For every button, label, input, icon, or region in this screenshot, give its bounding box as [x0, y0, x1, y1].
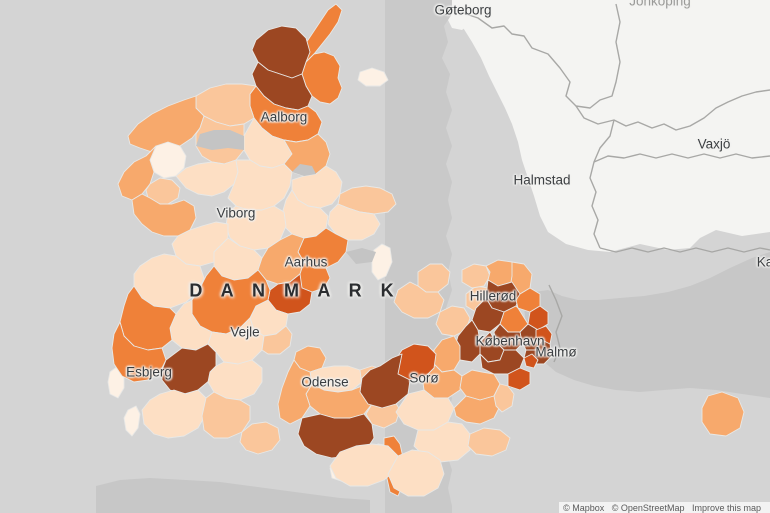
attribution-mapbox[interactable]: © Mapbox — [563, 503, 605, 513]
sweden-west-coast — [446, 0, 476, 30]
municipality-guldborgsund[interactable] — [387, 449, 445, 497]
border-sweden-4 — [593, 153, 770, 163]
municipality-laesoe[interactable] — [357, 67, 389, 87]
municipality-slagelse[interactable] — [359, 353, 411, 409]
municipality-syddjurs[interactable] — [327, 203, 381, 241]
municipality-holstebro[interactable] — [131, 193, 197, 237]
municipality-fredericia[interactable] — [261, 325, 293, 355]
municipality-toender[interactable] — [141, 389, 207, 439]
municipality-roskilde[interactable] — [453, 319, 481, 363]
border-sweden-6 — [548, 284, 563, 363]
border-sweden-1 — [459, 3, 621, 109]
municipality-lemvig[interactable] — [117, 145, 157, 201]
municipality-samsoe[interactable] — [371, 243, 393, 281]
municipality-haderslev[interactable] — [207, 359, 263, 401]
municipality-bornholm[interactable] — [701, 391, 745, 437]
municipality-faxe[interactable] — [453, 395, 501, 425]
municipality-moen[interactable] — [467, 427, 511, 457]
municipality-odense[interactable] — [305, 383, 373, 419]
border-sweden-3 — [589, 119, 615, 249]
municipality-hoeje-taastrup[interactable] — [479, 349, 525, 375]
choropleth-layer[interactable] — [107, 3, 745, 497]
municipality-aabenraa[interactable] — [201, 391, 251, 439]
attribution-osm[interactable]: © OpenStreetMap — [611, 503, 685, 513]
nodata-patch-layer — [196, 130, 376, 264]
map-attribution[interactable]: © Mapbox © OpenStreetMap Improve this ma… — [559, 502, 770, 513]
attribution-improve-map[interactable]: Improve this map — [691, 503, 761, 513]
mariager-fjord — [292, 164, 316, 176]
skane-landmass — [523, 252, 770, 398]
limfjord-water — [196, 130, 244, 150]
border-sweden-2 — [575, 89, 770, 131]
germany-landmass — [96, 478, 370, 513]
municipality-frederiksberg[interactable] — [523, 353, 539, 369]
municipality-viborg[interactable] — [227, 159, 293, 211]
municipality-romo[interactable] — [123, 405, 141, 437]
border-sweden-5 — [599, 247, 770, 253]
municipality-stevns[interactable] — [493, 383, 515, 413]
aarhus-bay — [346, 248, 376, 264]
municipality-esbjerg[interactable] — [111, 321, 167, 383]
municipality-struer[interactable] — [145, 177, 181, 205]
municipality-kalundborg[interactable] — [393, 281, 445, 319]
municipality-halsnaes[interactable] — [461, 263, 491, 289]
municipality-sonderborg[interactable] — [239, 421, 281, 455]
sweden-landmass — [448, 0, 770, 252]
